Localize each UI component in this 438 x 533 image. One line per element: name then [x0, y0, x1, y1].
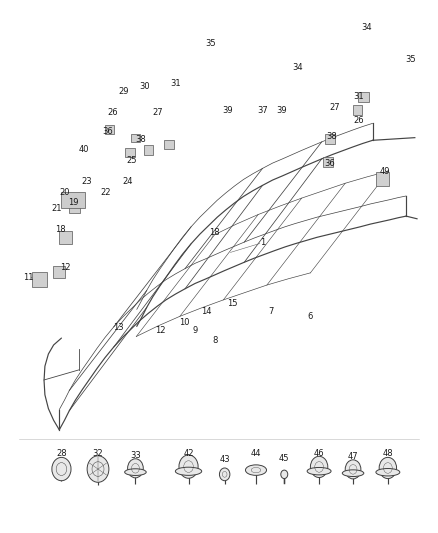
- Text: 45: 45: [279, 454, 290, 463]
- Text: 37: 37: [257, 106, 268, 115]
- Text: 8: 8: [212, 336, 217, 345]
- Bar: [105, 125, 114, 134]
- Bar: [164, 140, 174, 149]
- Circle shape: [127, 459, 143, 478]
- Bar: [125, 148, 134, 157]
- Circle shape: [345, 460, 361, 479]
- Circle shape: [311, 456, 328, 478]
- Bar: [358, 92, 369, 102]
- Text: 13: 13: [113, 323, 124, 332]
- Text: 46: 46: [314, 449, 325, 458]
- Text: 23: 23: [81, 177, 92, 186]
- Text: 29: 29: [118, 87, 128, 96]
- Text: 34: 34: [292, 63, 303, 72]
- Text: 19: 19: [68, 198, 78, 207]
- Text: 28: 28: [56, 449, 67, 458]
- Text: 33: 33: [130, 451, 141, 460]
- Text: 22: 22: [101, 188, 111, 197]
- Text: 38: 38: [135, 135, 146, 144]
- Text: 47: 47: [348, 452, 358, 461]
- Text: 30: 30: [140, 82, 150, 91]
- Bar: [353, 106, 362, 115]
- Bar: [69, 203, 80, 214]
- Bar: [61, 192, 85, 208]
- Bar: [59, 231, 72, 244]
- Bar: [325, 134, 335, 144]
- Text: 12: 12: [60, 263, 71, 272]
- Text: 9: 9: [192, 326, 198, 335]
- Text: 18: 18: [55, 225, 65, 234]
- Text: 26: 26: [107, 108, 118, 117]
- Text: 38: 38: [327, 132, 338, 141]
- Text: 43: 43: [219, 455, 230, 464]
- Text: 36: 36: [325, 159, 336, 167]
- Text: 18: 18: [209, 228, 220, 237]
- Text: 27: 27: [153, 108, 163, 117]
- Text: 10: 10: [179, 318, 189, 327]
- Circle shape: [87, 456, 109, 482]
- Text: 21: 21: [52, 204, 62, 213]
- Text: 39: 39: [223, 106, 233, 115]
- Text: 36: 36: [102, 127, 113, 136]
- Text: 7: 7: [268, 307, 274, 316]
- Text: 35: 35: [405, 55, 416, 64]
- Ellipse shape: [245, 465, 267, 475]
- Text: 48: 48: [382, 449, 393, 458]
- Text: 35: 35: [205, 39, 215, 49]
- Bar: [323, 157, 332, 167]
- Bar: [53, 266, 65, 278]
- Text: 39: 39: [277, 106, 287, 115]
- Circle shape: [281, 470, 288, 479]
- Text: 40: 40: [79, 146, 89, 155]
- Text: 49: 49: [379, 166, 390, 175]
- Text: 15: 15: [227, 299, 237, 308]
- Circle shape: [179, 455, 198, 478]
- Bar: [144, 145, 153, 155]
- Text: 11: 11: [23, 272, 34, 281]
- Ellipse shape: [307, 467, 331, 475]
- Text: 42: 42: [183, 449, 194, 458]
- Text: 12: 12: [155, 326, 166, 335]
- Text: 14: 14: [201, 307, 211, 316]
- Text: 20: 20: [59, 188, 70, 197]
- Ellipse shape: [342, 470, 364, 477]
- Text: 27: 27: [329, 103, 339, 112]
- Ellipse shape: [376, 469, 400, 476]
- Ellipse shape: [175, 467, 202, 475]
- Text: 31: 31: [170, 79, 181, 88]
- Text: 31: 31: [353, 92, 364, 101]
- Circle shape: [379, 457, 396, 479]
- Circle shape: [219, 468, 230, 481]
- Circle shape: [52, 457, 71, 481]
- Text: 32: 32: [93, 449, 103, 458]
- Text: 25: 25: [127, 156, 137, 165]
- Text: 34: 34: [362, 23, 372, 33]
- Bar: [32, 272, 47, 287]
- Bar: [376, 172, 389, 185]
- Text: 24: 24: [122, 177, 133, 186]
- Text: 26: 26: [353, 116, 364, 125]
- Bar: [131, 134, 140, 142]
- Text: 6: 6: [308, 312, 313, 321]
- Text: 1: 1: [260, 238, 265, 247]
- Text: 44: 44: [251, 449, 261, 458]
- Ellipse shape: [125, 469, 146, 475]
